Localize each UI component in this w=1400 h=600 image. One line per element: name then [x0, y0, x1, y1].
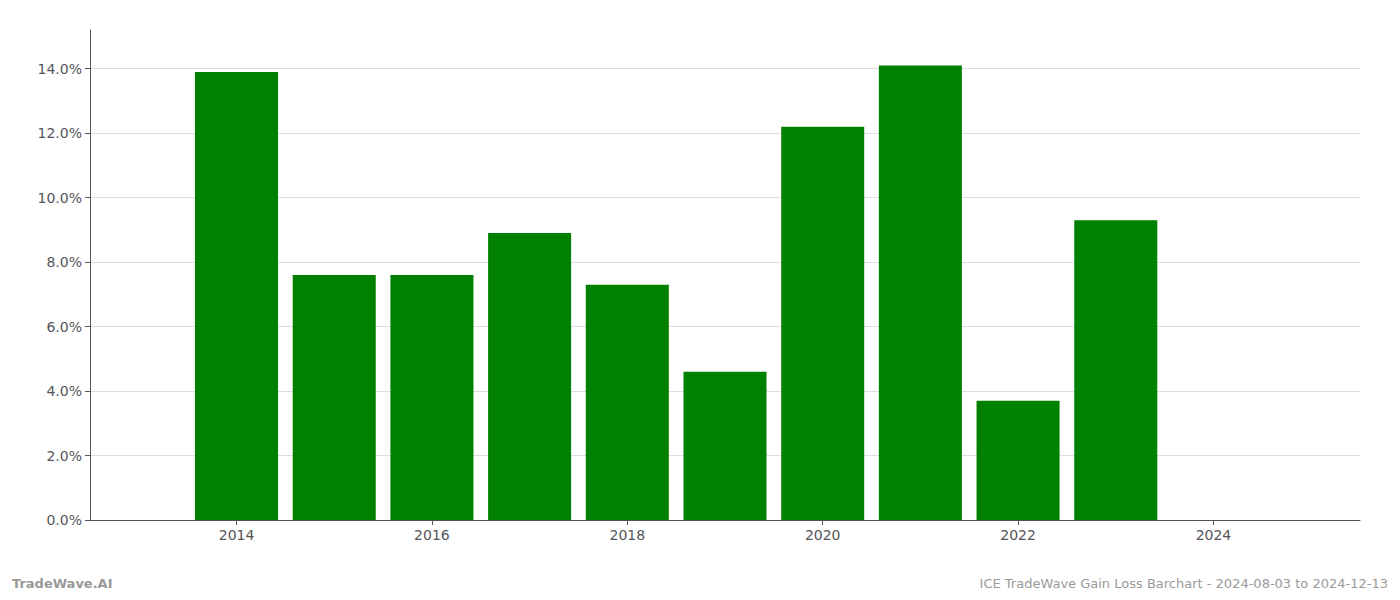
svg-text:2.0%: 2.0%	[46, 448, 82, 464]
svg-text:0.0%: 0.0%	[46, 512, 82, 528]
svg-text:2014: 2014	[219, 527, 255, 543]
svg-text:ICE TradeWave Gain Loss Barcha: ICE TradeWave Gain Loss Barchart - 2024-…	[980, 576, 1388, 591]
svg-text:2022: 2022	[1000, 527, 1036, 543]
svg-text:8.0%: 8.0%	[46, 254, 82, 270]
svg-text:6.0%: 6.0%	[46, 319, 82, 335]
svg-text:12.0%: 12.0%	[38, 125, 82, 141]
svg-text:2020: 2020	[805, 527, 841, 543]
svg-text:4.0%: 4.0%	[46, 383, 82, 399]
svg-text:2024: 2024	[1196, 527, 1232, 543]
svg-text:2018: 2018	[609, 527, 645, 543]
svg-text:14.0%: 14.0%	[38, 61, 82, 77]
svg-text:10.0%: 10.0%	[38, 190, 82, 206]
svg-text:TradeWave.AI: TradeWave.AI	[12, 576, 113, 591]
svg-text:2016: 2016	[414, 527, 450, 543]
